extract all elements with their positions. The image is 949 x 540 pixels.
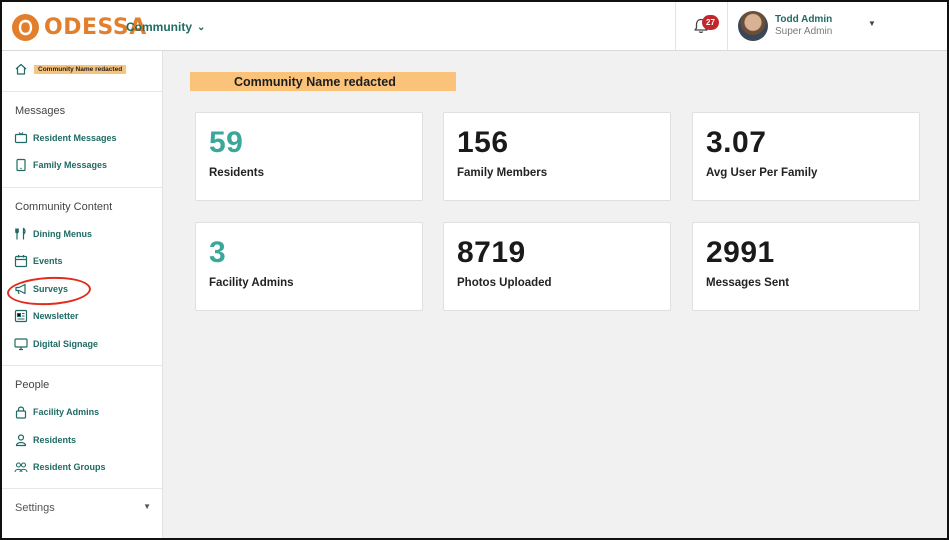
sidebar-item-label: Family Messages: [33, 160, 108, 170]
user-menu[interactable]: Todd Admin Super Admin ▼: [738, 11, 876, 41]
stat-card-photos-uploaded[interactable]: 8719 Photos Uploaded: [443, 222, 671, 311]
stat-card-residents[interactable]: 59 Residents: [195, 112, 423, 201]
megaphone-icon: [15, 283, 26, 295]
sidebar-item-surveys[interactable]: Surveys: [14, 282, 68, 296]
stat-value: 2991: [706, 236, 775, 269]
sidebar-item-label: Events: [33, 256, 63, 266]
stat-card-messages-sent[interactable]: 2991 Messages Sent: [692, 222, 920, 311]
stat-label: Facility Admins: [209, 277, 294, 289]
sidebar-item-residents[interactable]: Residents: [14, 433, 76, 447]
home-icon: [15, 63, 27, 75]
sidebar-item-newsletter[interactable]: Newsletter: [14, 309, 79, 323]
sidebar-item-label: Settings: [15, 502, 55, 514]
stat-label: Messages Sent: [706, 277, 790, 289]
sidebar-item-facility-admins[interactable]: Facility Admins: [14, 405, 99, 419]
sidebar-item-label: Newsletter: [33, 311, 79, 321]
notification-badge: 27: [702, 15, 719, 30]
sidebar-item-home[interactable]: Community Name redacted: [14, 62, 127, 76]
community-dropdown-label: Community: [126, 20, 192, 34]
monitor-icon: [14, 338, 28, 351]
tv-icon: [14, 132, 28, 144]
stat-value: 59: [209, 126, 244, 159]
sidebar-item-family-messages[interactable]: Family Messages: [14, 158, 107, 172]
section-title-community-content: Community Content: [15, 201, 113, 213]
sidebar-item-resident-messages[interactable]: Resident Messages: [14, 131, 117, 145]
sidebar-item-settings[interactable]: Settings ▼: [15, 502, 151, 514]
stat-label: Photos Uploaded: [457, 277, 552, 289]
redacted-community-name: Community Name redacted: [34, 64, 127, 74]
odessa-logo-icon: [12, 14, 39, 41]
utensils-icon: [15, 227, 26, 240]
sidebar-item-label: Dining Menus: [33, 229, 92, 239]
sidebar-item-label: Facility Admins: [33, 407, 100, 417]
stat-value: 8719: [457, 236, 526, 269]
sidebar: Community Name redacted Messages Residen…: [2, 51, 163, 538]
community-dropdown[interactable]: Community ⌄: [126, 20, 205, 34]
newspaper-icon: [14, 309, 28, 323]
divider: [2, 91, 162, 92]
avatar: [738, 11, 768, 41]
header-divider: [675, 2, 676, 50]
stat-label: Family Members: [457, 167, 548, 179]
user-name: Todd Admin: [775, 14, 833, 25]
chevron-down-icon: ▼: [143, 502, 151, 511]
stat-value: 3.07: [706, 126, 767, 159]
sidebar-item-digital-signage[interactable]: Digital Signage: [14, 337, 98, 351]
stat-card-family-members[interactable]: 156 Family Members: [443, 112, 671, 201]
sidebar-item-label: Surveys: [33, 284, 69, 294]
sidebar-item-label: Residents: [33, 435, 77, 445]
header-divider: [727, 2, 728, 50]
stat-value: 3: [209, 236, 227, 269]
odessa-logo[interactable]: ODESSA: [12, 14, 147, 41]
stat-card-avg-user-per-family[interactable]: 3.07 Avg User Per Family: [692, 112, 920, 201]
chevron-down-icon: ⌄: [197, 21, 206, 33]
divider: [2, 365, 162, 366]
logo-wordmark: ODESSA: [44, 15, 147, 40]
user-icon: [15, 434, 27, 447]
user-role: Super Admin: [775, 26, 833, 37]
sidebar-item-label: Resident Groups: [33, 462, 106, 472]
stat-value: 156: [457, 126, 509, 159]
section-title-people: People: [15, 379, 50, 391]
divider: [2, 488, 162, 489]
sidebar-item-dining-menus[interactable]: Dining Menus: [14, 227, 92, 241]
stat-label: Avg User Per Family: [706, 167, 818, 179]
sidebar-item-events[interactable]: Events: [14, 254, 63, 268]
lock-icon: [15, 406, 27, 419]
page-title-redaction: Community Name redacted: [190, 72, 456, 91]
stat-label: Residents: [209, 167, 264, 179]
tablet-icon: [16, 158, 26, 172]
calendar-icon: [14, 255, 28, 268]
users-icon: [14, 462, 28, 473]
sidebar-item-label: Digital Signage: [33, 339, 99, 349]
sidebar-item-label: Resident Messages: [33, 133, 117, 143]
top-bar: ODESSA Community ⌄ 27 Todd Admin Super A…: [2, 2, 947, 51]
divider: [2, 187, 162, 188]
section-title-messages: Messages: [15, 105, 66, 117]
sidebar-item-resident-groups[interactable]: Resident Groups: [14, 460, 106, 474]
stat-card-facility-admins[interactable]: 3 Facility Admins: [195, 222, 423, 311]
chevron-down-icon: ▼: [868, 19, 876, 28]
